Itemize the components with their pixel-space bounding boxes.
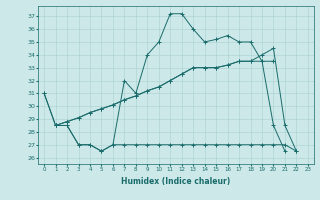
- X-axis label: Humidex (Indice chaleur): Humidex (Indice chaleur): [121, 177, 231, 186]
